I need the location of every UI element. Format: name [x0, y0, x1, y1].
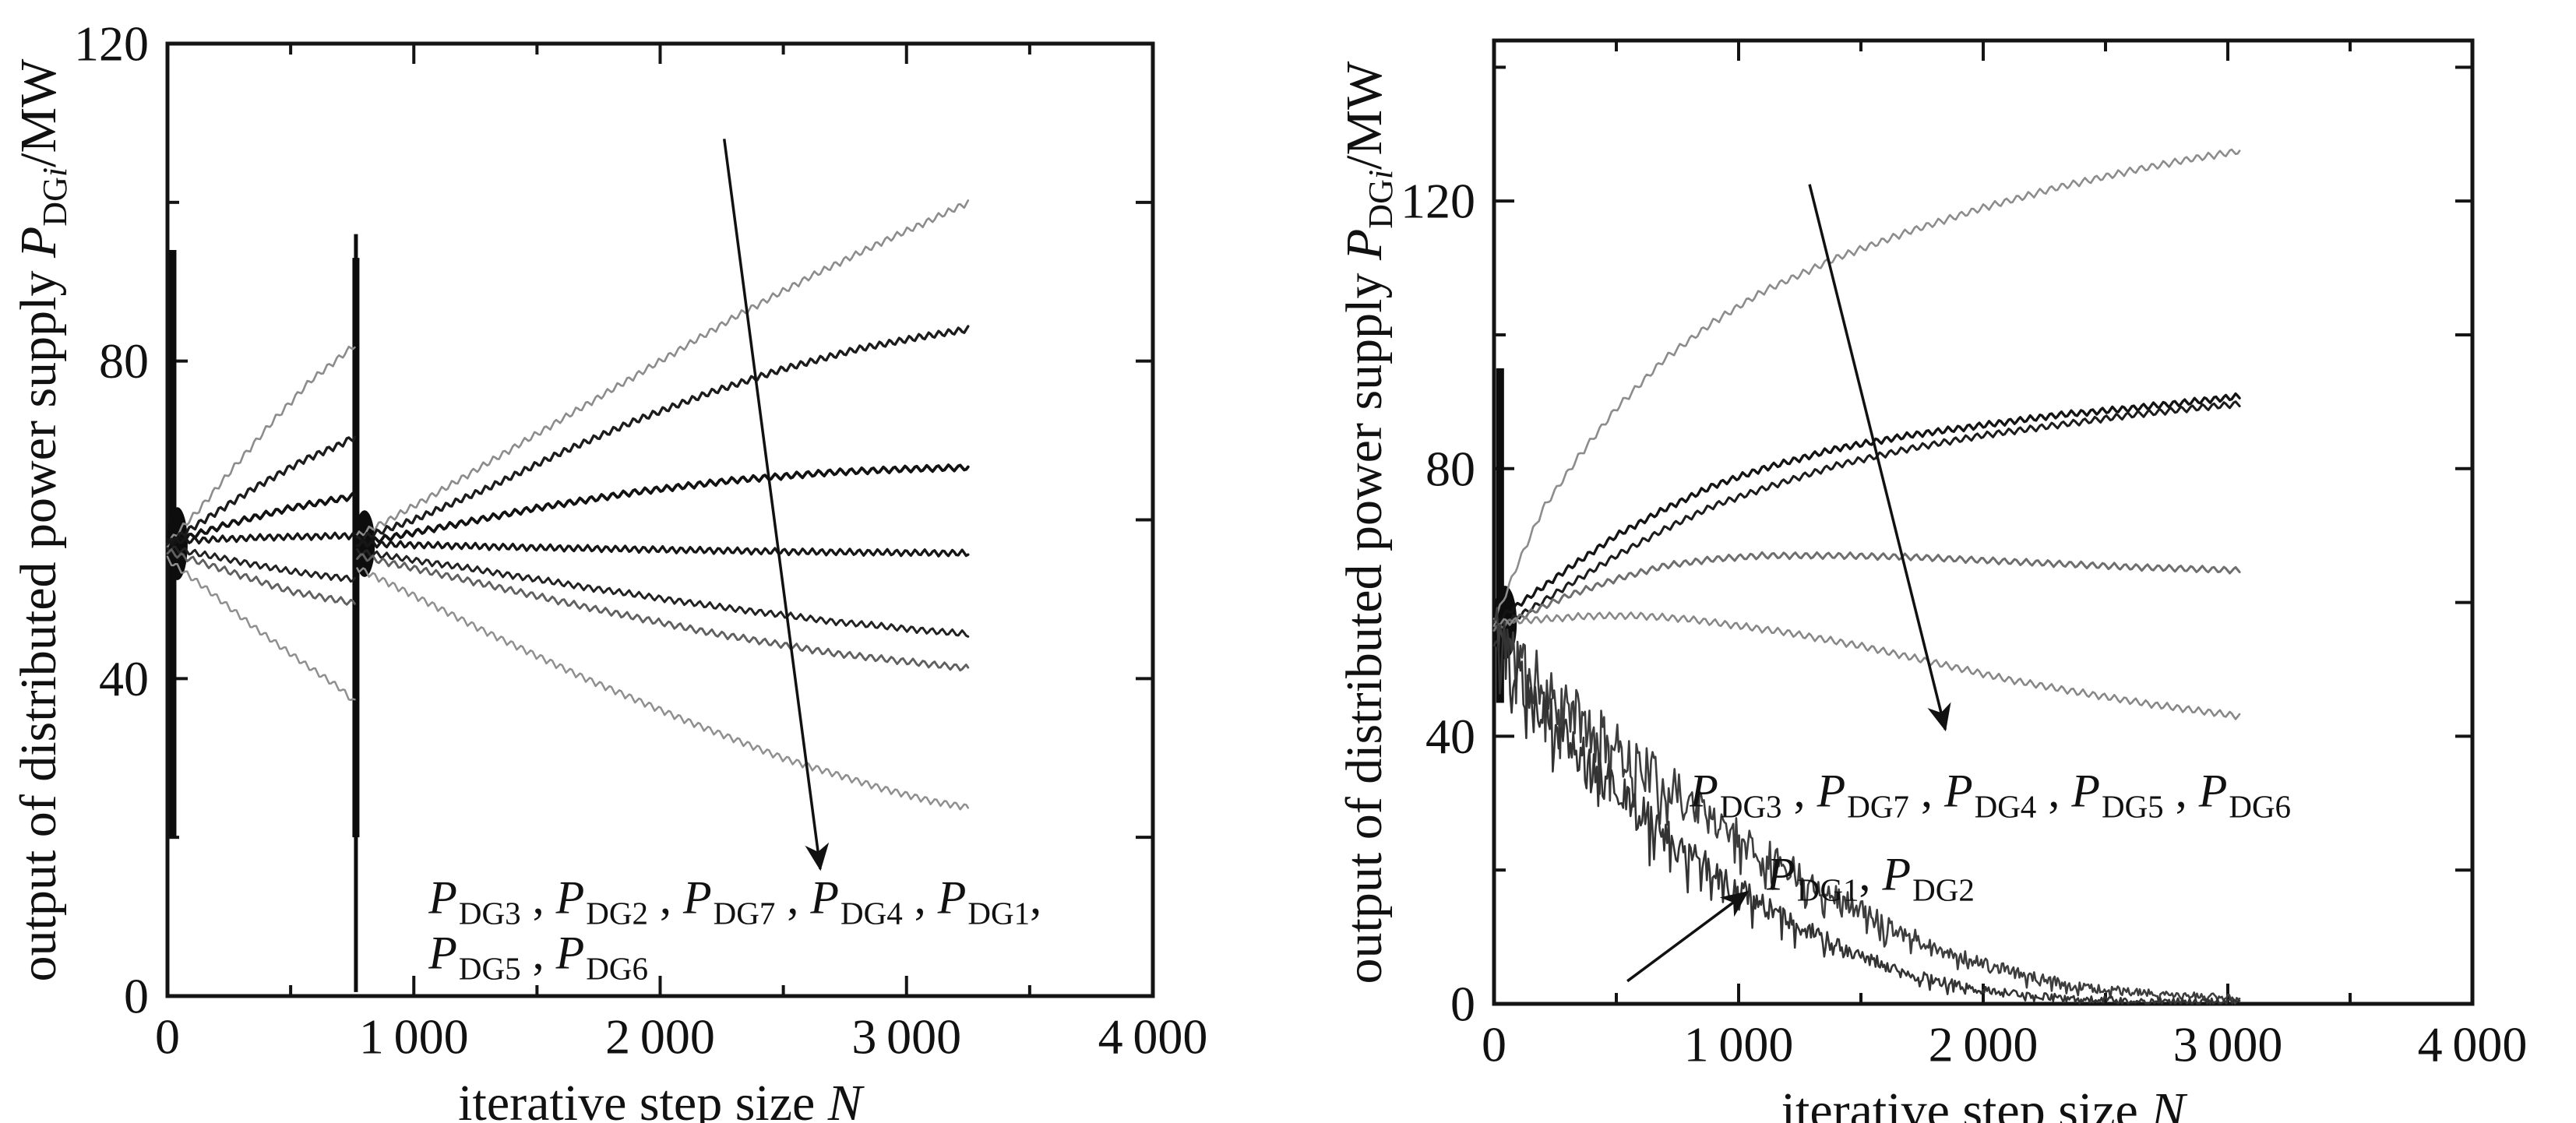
- subscript-DG4: DG4: [840, 895, 903, 931]
- y-label-text: output of distributed power supply: [10, 257, 67, 981]
- symbol-P: P: [810, 871, 839, 924]
- series-DG4: [166, 531, 357, 546]
- symbol-P: P: [1690, 765, 1718, 817]
- subscript-DG7: DG7: [713, 895, 776, 931]
- symbol-P: P: [1943, 765, 1973, 817]
- y-label-symbol: P: [10, 226, 67, 258]
- x-tick-label: 3 000: [2173, 1017, 2283, 1072]
- subscript-DG5: DG5: [458, 950, 521, 987]
- y-label-text: output of distributed power supply: [1336, 259, 1393, 984]
- right-x-axis-label: iterative step size N: [1781, 1082, 2186, 1123]
- x-label-symbol: N: [827, 1075, 862, 1123]
- x-tick-label: 2 000: [1929, 1017, 2039, 1072]
- curve-order-line-1: PDG3 , PDG2 , PDG7 , PDG4 , PDG1,: [428, 871, 1042, 931]
- symbol-P: P: [1817, 765, 1846, 817]
- x-tick-label: 1 000: [1684, 1017, 1794, 1072]
- x-tick-label: 0: [1482, 1017, 1506, 1072]
- curve-order-upper: PDG3 , PDG7 , PDG4 , PDG5 , PDG6: [1690, 765, 2292, 825]
- series-DG2: [1492, 621, 2241, 1005]
- series-DG7: [355, 463, 970, 548]
- x-tick-label: 2 000: [605, 1009, 715, 1065]
- y-label-symbol: P: [1336, 228, 1393, 260]
- y-label-subscript: DGi: [36, 167, 75, 227]
- subscript-DG6: DG6: [2229, 788, 2292, 825]
- x-tick-label: 4 000: [1098, 1009, 1208, 1065]
- symbol-P: P: [937, 871, 967, 924]
- subscript-DG5: DG5: [2101, 788, 2164, 825]
- symbol-P: P: [2198, 765, 2228, 817]
- symbol-P: P: [1882, 848, 1912, 900]
- left-chart: 0 1 000 2 000 3 000 4 000 0 40 80 120: [74, 16, 1207, 1065]
- series-DG5: [356, 553, 970, 672]
- curve-order-line-2: PDG5 , PDG6: [428, 927, 648, 987]
- y-tick-label: 80: [99, 333, 149, 389]
- series-DG4: [1492, 400, 2241, 632]
- symbol-P: P: [555, 871, 585, 924]
- order-arrow-up: [1626, 891, 1750, 983]
- y-tick-label: 0: [1450, 977, 1475, 1032]
- series-DG5: [1492, 551, 2241, 632]
- right-y-axis-label: output of distributed power supply PDGi/…: [1335, 61, 1400, 984]
- y-tick-label: 40: [99, 651, 149, 706]
- series-DG3: [356, 199, 970, 537]
- x-label-text: iterative step size: [1781, 1083, 2151, 1123]
- order-arrow-down: [1808, 184, 1951, 732]
- subscript-DG4: DG4: [1974, 788, 2037, 825]
- symbol-P: P: [2071, 765, 2100, 817]
- series-DG1: [166, 545, 356, 583]
- subscript-DG1: DG1: [967, 895, 1031, 931]
- symbol-P: P: [428, 871, 457, 924]
- plot-box: [1492, 38, 2475, 1006]
- plot-box: [165, 41, 1155, 998]
- x-label-symbol: N: [2151, 1083, 2186, 1123]
- series-DG1: [356, 547, 970, 638]
- series-DG6: [1492, 611, 2241, 720]
- x-tick-label: 4 000: [2418, 1017, 2528, 1072]
- y-tick-label: 0: [124, 969, 149, 1024]
- subscript-DG3: DG3: [458, 895, 521, 931]
- symbol-P: P: [682, 871, 712, 924]
- subscript-DG6: DG6: [586, 950, 648, 987]
- series-DG7: [1492, 392, 2241, 624]
- series-DG1: [1492, 607, 2241, 1005]
- subscript-DG2: DG2: [1912, 871, 1975, 908]
- left-x-axis-label: iterative step size N: [458, 1074, 862, 1123]
- y-tick-label: 120: [74, 16, 149, 72]
- series-DG5: [166, 548, 356, 606]
- right-chart: 0 1 000 2 000 3 000 4 000 0 40 80 120: [1401, 38, 2528, 1072]
- subscript-DG7: DG7: [1847, 788, 1909, 825]
- symbol-P: P: [555, 927, 585, 979]
- y-tick-label: 120: [1401, 174, 1475, 229]
- y-label-subscript: DGi: [1362, 169, 1401, 229]
- y-tick-label: 80: [1425, 441, 1475, 496]
- x-tick-label: 1 000: [359, 1009, 469, 1065]
- y-label-unit: /MW: [10, 58, 67, 167]
- series-DG2: [166, 435, 357, 546]
- axis-ticks: [1492, 40, 2474, 1005]
- y-label-unit: /MW: [1336, 61, 1393, 170]
- series-DG3: [1492, 148, 2241, 628]
- x-tick-label: 3 000: [851, 1009, 961, 1065]
- left-y-axis-label: output of distributed power supply PDGi/…: [9, 58, 74, 981]
- symbol-P: P: [428, 927, 457, 979]
- series-DG7: [166, 491, 357, 547]
- series-DG3: [166, 345, 356, 548]
- series-DG4: [355, 539, 970, 558]
- series-DG6: [356, 567, 970, 811]
- x-tick-label: 0: [155, 1009, 180, 1065]
- subscript-DG3: DG3: [1719, 788, 1782, 825]
- curve-order-lower: PDG1, PDG2: [1767, 848, 1975, 908]
- x-label-text: iterative step size: [458, 1075, 828, 1123]
- axis-ticks: [166, 42, 1154, 998]
- series-DG2: [355, 325, 970, 542]
- series-DG6: [166, 555, 356, 702]
- y-tick-label: 40: [1425, 709, 1475, 764]
- subscript-DG1: DG1: [1796, 871, 1859, 908]
- subscript-DG2: DG2: [586, 895, 648, 931]
- order-arrow: [722, 139, 830, 871]
- symbol-P: P: [1767, 848, 1795, 900]
